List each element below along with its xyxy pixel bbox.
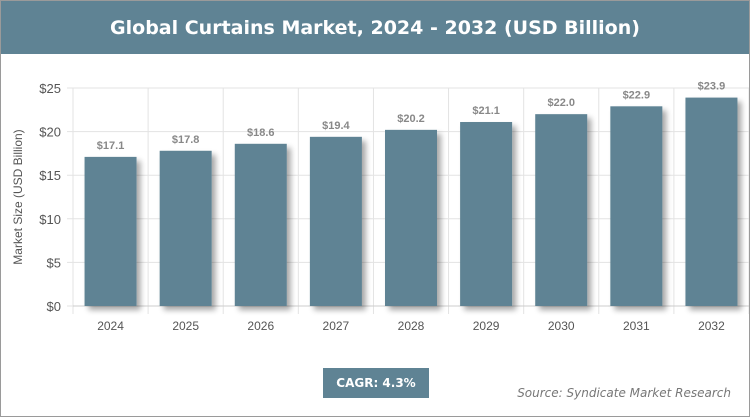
bar-2024 bbox=[84, 156, 137, 306]
y-tick-label: $0 bbox=[47, 299, 61, 314]
data-label: $18.6 bbox=[247, 127, 275, 139]
y-tick-label: $20 bbox=[39, 125, 61, 140]
x-tick-label: 2027 bbox=[323, 319, 350, 333]
x-tick-label: 2030 bbox=[548, 319, 575, 333]
data-label: $17.1 bbox=[97, 140, 125, 152]
y-tick-label: $5 bbox=[47, 255, 61, 270]
y-axis-label: Market Size (USD Billion) bbox=[11, 129, 25, 264]
data-label: $21.1 bbox=[472, 105, 500, 117]
y-tick-label: $25 bbox=[39, 81, 61, 96]
x-tick-label: 2029 bbox=[473, 319, 500, 333]
bar-2025 bbox=[159, 150, 212, 306]
bar-2026 bbox=[234, 143, 287, 306]
bar-2030 bbox=[535, 114, 588, 306]
data-label: $22.0 bbox=[547, 97, 575, 109]
x-tick-label: 2028 bbox=[398, 319, 425, 333]
chart-title: Global Curtains Market, 2024 - 2032 (USD… bbox=[1, 1, 749, 54]
data-label: $23.9 bbox=[698, 81, 726, 93]
x-tick-label: 2026 bbox=[247, 319, 274, 333]
x-tick-label: 2024 bbox=[97, 319, 124, 333]
bar-2031 bbox=[610, 106, 663, 306]
source-note: Source: Syndicate Market Research bbox=[517, 386, 731, 400]
y-tick-label: $10 bbox=[39, 212, 61, 227]
data-label: $19.4 bbox=[322, 120, 350, 132]
x-tick-label: 2031 bbox=[623, 319, 650, 333]
x-tick-label: 2032 bbox=[698, 319, 725, 333]
y-tick-label: $15 bbox=[39, 168, 61, 183]
bar-2032 bbox=[685, 97, 738, 306]
data-label: $17.8 bbox=[172, 134, 200, 146]
bar-2029 bbox=[460, 122, 513, 307]
data-label: $20.2 bbox=[397, 113, 425, 125]
cagr-badge: CAGR: 4.3% bbox=[323, 368, 429, 398]
data-label: $22.9 bbox=[623, 89, 651, 101]
bar-2027 bbox=[309, 136, 362, 306]
bar-2028 bbox=[385, 129, 437, 306]
x-tick-label: 2025 bbox=[172, 319, 199, 333]
